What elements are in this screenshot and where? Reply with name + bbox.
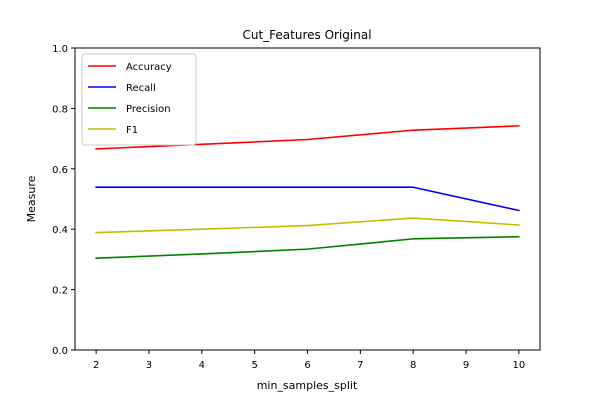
y-tick-label: 0.2 [52,286,68,297]
x-tick-label: 3 [146,360,152,371]
x-tick-label: 6 [304,360,310,371]
series-line-recall [95,186,520,212]
y-axis-label: Measure [25,175,38,222]
legend: Accuracy Recall Precision F1 [81,53,197,146]
y-tick-label: 0.6 [52,165,68,176]
x-tick-label: 5 [251,360,257,371]
legend-label-f1: F1 [126,125,138,136]
legend-label-precision: Precision [126,104,171,115]
series-line-accuracy [95,125,520,150]
y-tick-label: 0.0 [52,346,68,357]
x-tick-label: 2 [93,360,99,371]
y-tick-label: 0.8 [52,104,68,115]
y-tick-label: 1.0 [52,44,68,55]
legend-label-recall: Recall [126,83,156,94]
x-tick-label: 8 [410,360,416,371]
x-tick-label: 9 [463,360,469,371]
chart-title: Cut_Features Original [242,28,371,42]
x-tick-label: 4 [199,360,205,371]
series-line-f1 [95,217,520,234]
legend-label-accuracy: Accuracy [126,62,172,73]
x-tick-label: 10 [512,360,525,371]
legend-box [81,53,197,146]
series-line-precision [95,235,520,260]
y-tick-label: 0.4 [52,225,68,236]
x-tick-label: 7 [357,360,363,371]
x-axis-label: min_samples_split [257,379,358,392]
